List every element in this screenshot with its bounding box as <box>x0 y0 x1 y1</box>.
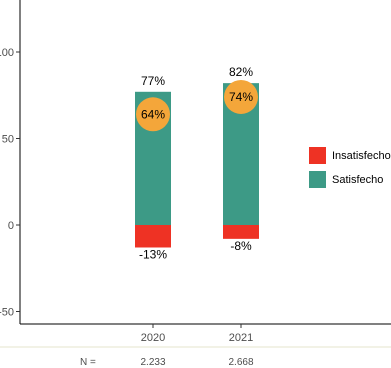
legend-label: Satisfecho <box>332 174 383 186</box>
x-axis-categories: 2020 2021 <box>141 324 253 344</box>
bar-top-label: 82% <box>229 65 253 79</box>
legend: Insatisfecho Satisfecho <box>309 147 391 188</box>
axes <box>19 0 391 325</box>
bar-insatisfecho-2020 <box>135 225 171 248</box>
x-tick-label: 2021 <box>229 332 253 344</box>
n-label: N = <box>80 357 96 368</box>
bar-bottom-label: -13% <box>139 247 167 261</box>
y-tick-label: 50 <box>2 134 14 146</box>
y-tick-label: -50 <box>0 307 14 319</box>
x-tick-label: 2020 <box>141 332 165 344</box>
bubble-2021 <box>224 79 258 114</box>
bubble-label: 64% <box>141 107 165 121</box>
sample-size-row: N = 2.233 2.668 <box>0 346 391 368</box>
y-tick-label: 100 <box>0 47 14 59</box>
bubbles: 64% 74% <box>136 79 258 132</box>
bubble-2020 <box>136 97 170 132</box>
y-axis-ticks: 100 50 0 -50 <box>0 47 20 319</box>
legend-swatch <box>309 147 326 164</box>
bar-bottom-label: -8% <box>230 239 252 253</box>
legend-swatch <box>309 171 326 188</box>
legend-label: Insatisfecho <box>332 150 391 162</box>
n-value: 2.668 <box>228 357 253 368</box>
n-value: 2.233 <box>140 357 165 368</box>
bar-top-label: 77% <box>141 74 165 88</box>
bar-insatisfecho-2021 <box>223 225 259 239</box>
y-tick-label: 0 <box>8 220 14 232</box>
bar-labels: 77% -13% 82% -8% <box>139 65 253 261</box>
bubble-label: 74% <box>229 90 253 104</box>
